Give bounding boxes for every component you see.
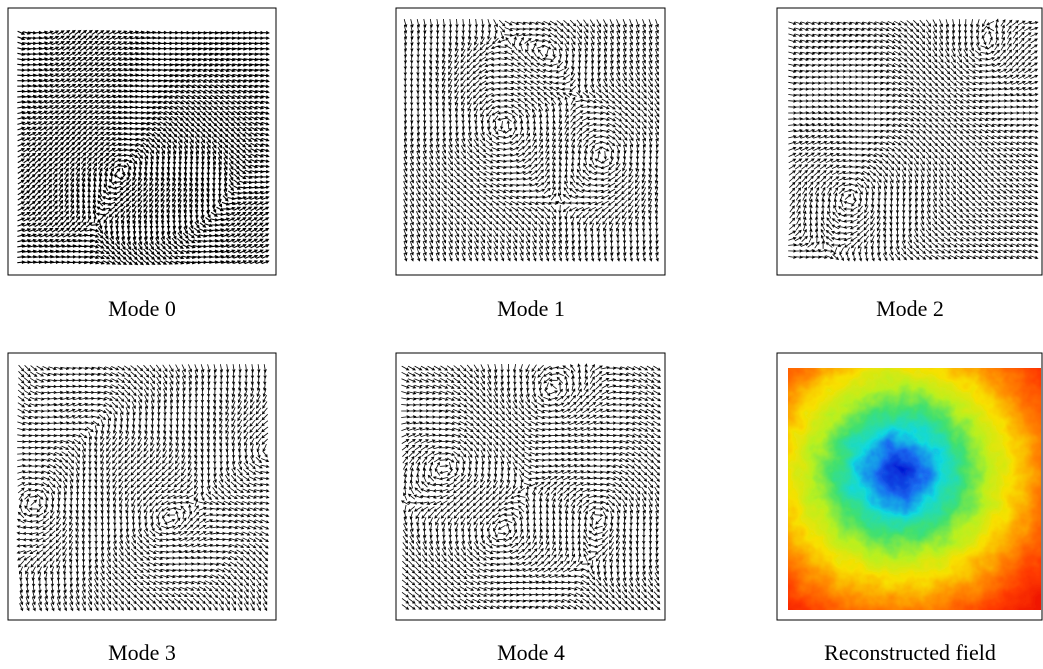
quiver [403, 18, 660, 262]
panel-frame [776, 352, 1043, 621]
panel-frame [395, 352, 666, 621]
quiver [400, 363, 662, 611]
panel-frame [7, 352, 277, 621]
panel-frame [7, 7, 277, 276]
quiver-fields [16, 18, 1039, 612]
caption: Reconstructed field [824, 640, 996, 665]
caption: Mode 4 [497, 640, 565, 665]
panel-frame [776, 7, 1043, 276]
caption: Mode 2 [876, 296, 944, 321]
quiver [16, 364, 270, 612]
heatmap [788, 368, 1041, 610]
quiver [17, 29, 270, 266]
caption: Mode 3 [108, 640, 176, 665]
quiver [788, 18, 1039, 262]
panel-frame [395, 7, 666, 276]
caption: Mode 0 [108, 296, 176, 321]
caption: Mode 1 [497, 296, 565, 321]
